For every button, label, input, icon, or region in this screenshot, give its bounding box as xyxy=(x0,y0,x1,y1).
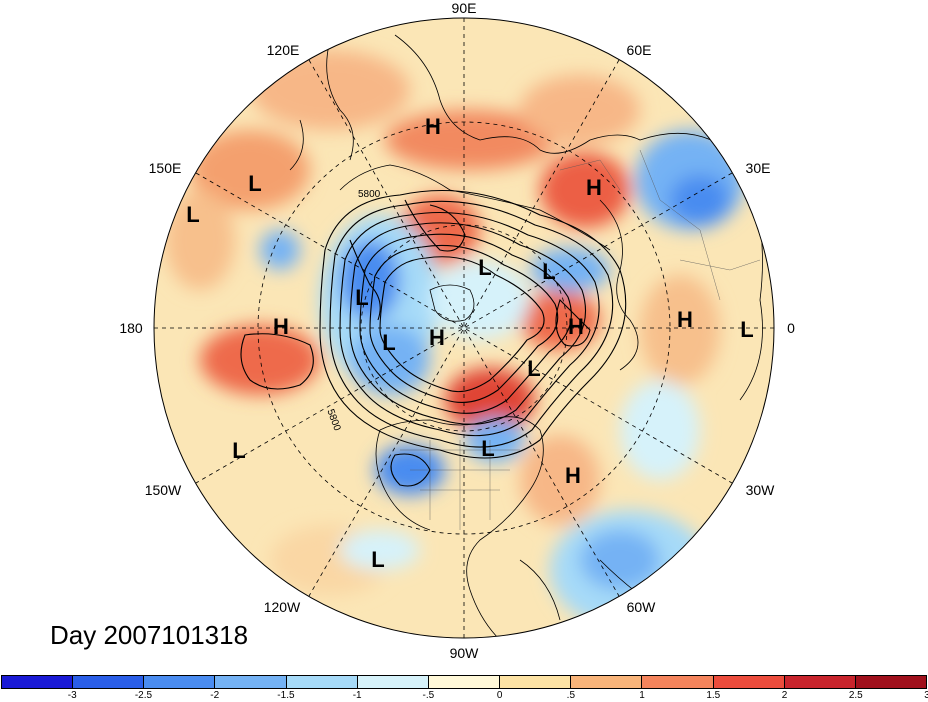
map-boundary xyxy=(153,17,775,639)
high-center-2: H xyxy=(586,175,602,200)
high-center-1: H xyxy=(425,114,441,139)
low-center-5: L xyxy=(355,285,368,310)
colorbar-cell xyxy=(784,676,856,688)
colorbar-cell xyxy=(500,676,572,688)
colorbar-ticks: -3 -2.5 -2 -1.5 -1 -.5 0 .5 1 1.5 2 2.5 3 xyxy=(0,690,928,702)
low-center-9: L xyxy=(481,436,494,461)
colorbar-tick-label: -.5 xyxy=(422,690,435,701)
colorbar-cell xyxy=(642,676,714,688)
colorbar-tick-label: 3 xyxy=(924,690,928,701)
low-center-8: L xyxy=(740,317,753,342)
lon-label-90e: 90E xyxy=(452,0,477,16)
colorbar-tick-label: 2.5 xyxy=(848,690,863,701)
colorbar-cell xyxy=(713,676,785,688)
low-center-10: L xyxy=(232,438,245,463)
low-center-1: L xyxy=(248,171,261,196)
colorbar-tick-label: -2.5 xyxy=(134,690,153,701)
low-center-2: L xyxy=(186,202,199,227)
colorbar-cell xyxy=(73,676,145,688)
lon-label-120e: 120E xyxy=(267,42,300,58)
low-center-3: L xyxy=(478,255,491,280)
high-center-7: H xyxy=(565,463,581,488)
contour-label: 5800 xyxy=(358,189,381,200)
colorbar-cell xyxy=(357,676,429,688)
lon-label-60w: 60W xyxy=(627,599,657,615)
high-center-4: H xyxy=(429,325,445,350)
colorbar-tick-label: -1.5 xyxy=(277,690,295,701)
colorbar-tick-label: -2 xyxy=(210,690,220,701)
lon-label-180: 180 xyxy=(119,320,143,336)
high-center-5: H xyxy=(568,314,584,339)
colorbar-tick-label: 2 xyxy=(781,690,788,701)
colorbar-cell xyxy=(215,676,287,688)
lon-label-90w: 90W xyxy=(450,645,480,661)
low-center-7: L xyxy=(527,356,540,381)
pressure-centers: H H H H H H H L L L L L L L L L L L xyxy=(186,114,753,572)
colorbar-tick-label: -3 xyxy=(67,690,77,701)
lon-label-150w: 150W xyxy=(145,482,182,498)
colorbar xyxy=(1,675,927,689)
colorbar-cell xyxy=(855,676,927,688)
lon-label-150e: 150E xyxy=(149,160,182,176)
colorbar-cell xyxy=(571,676,643,688)
colorbar-cell xyxy=(144,676,216,688)
lon-label-120w: 120W xyxy=(264,599,301,615)
colorbar-tick-label: -1 xyxy=(352,690,362,701)
colorbar-cell xyxy=(2,676,74,688)
low-center-6: L xyxy=(382,330,395,355)
lon-label-30w: 30W xyxy=(746,482,776,498)
lon-label-0: 0 xyxy=(787,320,795,336)
lon-label-30e: 30E xyxy=(746,160,771,176)
colorbar-cell xyxy=(428,676,501,688)
high-center-6: H xyxy=(677,307,693,332)
lon-label-60e: 60E xyxy=(627,42,652,58)
low-center-11: L xyxy=(371,547,384,572)
day-label: Day 2007101318 xyxy=(50,620,249,650)
colorbar-tick-label: .5 xyxy=(566,690,576,701)
colorbar-tick-label: 1.5 xyxy=(706,690,721,701)
colorbar-cell xyxy=(286,676,358,688)
colorbar-tick-label: 0 xyxy=(496,690,503,701)
colorbar-tick-label: 1 xyxy=(639,690,645,701)
high-center-3: H xyxy=(273,314,289,339)
low-center-4: L xyxy=(542,259,555,284)
meridians xyxy=(154,18,774,638)
